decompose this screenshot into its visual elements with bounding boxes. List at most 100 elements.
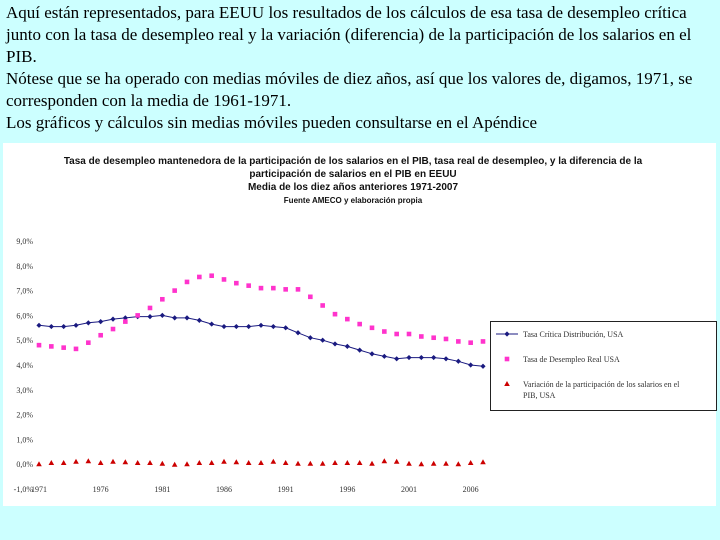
y-tick-label: 6,0%	[16, 311, 33, 320]
point-variation	[159, 460, 166, 466]
legend-graphics: Tasa Crítica Distribución, USA Tasa de De…	[496, 330, 680, 400]
point-critical	[480, 363, 486, 369]
point-critical	[381, 353, 387, 359]
point-real	[369, 325, 375, 331]
legend-label: PIB, USA	[523, 391, 556, 400]
chart-title-block: Tasa de desempleo mantenedora de la part…	[63, 155, 643, 207]
series-markers	[36, 273, 486, 467]
y-tick-label: 9,0%	[16, 237, 33, 246]
point-variation	[270, 458, 277, 464]
point-real	[147, 305, 153, 311]
point-variation	[319, 460, 326, 466]
x-axis-labels: 1971 1976 1981 1986 1991 1996 2001 2006	[31, 485, 479, 494]
y-tick-label: 5,0%	[16, 336, 33, 345]
legend-marker	[504, 331, 510, 337]
point-real	[197, 274, 202, 280]
y-axis-labels: 9,0% 8,0% 7,0% 6,0% 5,0% 4,0% 3,0% 2,0% 1,0% 0,0%…	[14, 237, 34, 494]
point-real	[271, 285, 276, 291]
point-variation	[344, 459, 351, 465]
y-tick-label: 7,0%	[16, 287, 33, 296]
point-real	[258, 285, 264, 291]
point-variation	[393, 458, 400, 464]
point-critical	[320, 337, 326, 343]
point-variation	[147, 459, 153, 465]
point-variation	[48, 459, 55, 465]
point-variation	[480, 459, 486, 465]
point-real	[98, 332, 103, 338]
legend-marker	[504, 381, 510, 386]
point-real	[172, 288, 177, 293]
point-real	[308, 294, 313, 300]
point-real	[110, 326, 116, 332]
point-variation	[307, 460, 314, 466]
point-variation	[233, 459, 240, 465]
point-real	[209, 273, 214, 279]
point-real	[394, 331, 399, 337]
chart-source: Fuente AMECO y elaboración propia	[283, 196, 423, 205]
point-real	[221, 277, 227, 282]
point-real	[49, 344, 54, 349]
point-variation	[295, 460, 301, 466]
point-real	[86, 340, 91, 345]
point-critical	[221, 323, 227, 330]
point-critical	[344, 343, 350, 349]
y-tick-label: -1,0%	[14, 485, 34, 494]
point-critical	[172, 315, 178, 321]
point-critical	[85, 320, 91, 326]
point-critical	[196, 317, 202, 323]
point-critical	[307, 335, 313, 341]
x-tick-label: 1986	[216, 485, 232, 494]
y-tick-label: 4,0%	[16, 361, 33, 370]
point-critical	[147, 314, 153, 320]
point-real	[184, 279, 190, 285]
point-real	[246, 283, 251, 288]
intro-paragraph-1: Aquí están representados, para EEUU los …	[6, 3, 692, 66]
x-tick-label: 1996	[339, 485, 355, 494]
point-real	[160, 296, 165, 302]
x-tick-label: 1991	[278, 485, 294, 494]
point-variation	[332, 459, 338, 465]
point-variation	[184, 461, 190, 467]
point-variation	[282, 459, 289, 465]
point-variation	[208, 459, 215, 465]
point-real	[406, 331, 412, 337]
y-tick-label: 2,0%	[16, 411, 33, 420]
point-critical	[233, 323, 239, 330]
x-tick-label: 2001	[401, 485, 417, 494]
point-real	[36, 342, 42, 348]
point-variation	[356, 459, 363, 465]
point-critical	[406, 354, 412, 361]
chart-subtitle: Media de los diez años anteriores 1971-2…	[247, 182, 459, 193]
point-variation	[36, 461, 42, 467]
x-tick-label: 1976	[93, 485, 109, 494]
point-variation	[73, 458, 79, 464]
point-critical	[270, 323, 276, 330]
point-critical	[98, 319, 104, 325]
point-variation	[85, 458, 92, 464]
point-critical	[36, 322, 42, 328]
point-variation	[221, 458, 227, 464]
point-critical	[418, 354, 424, 361]
x-tick-label: 2006	[463, 485, 479, 494]
point-critical	[122, 315, 128, 321]
point-critical	[246, 323, 252, 330]
point-variation	[369, 460, 375, 466]
point-critical	[357, 347, 363, 353]
point-variation	[430, 460, 437, 466]
chart-frame: Tasa de desempleo mantenedora de la part…	[3, 143, 717, 506]
y-tick-label: 8,0%	[16, 262, 33, 271]
intro-paragraph-3: Los gráficos y cálculos sin medias móvil…	[6, 113, 538, 132]
y-tick-label: 3,0%	[16, 386, 33, 395]
point-variation	[134, 459, 141, 465]
point-critical	[159, 312, 165, 318]
point-critical	[283, 325, 289, 331]
point-critical	[258, 322, 264, 328]
point-critical	[468, 362, 474, 368]
legend-label: Tasa Crítica Distribución, USA	[523, 330, 624, 339]
point-variation	[467, 459, 474, 465]
point-real	[123, 319, 128, 324]
x-tick-label: 1971	[31, 485, 47, 494]
point-critical	[110, 316, 116, 322]
point-critical	[443, 356, 449, 362]
point-critical	[61, 323, 67, 330]
